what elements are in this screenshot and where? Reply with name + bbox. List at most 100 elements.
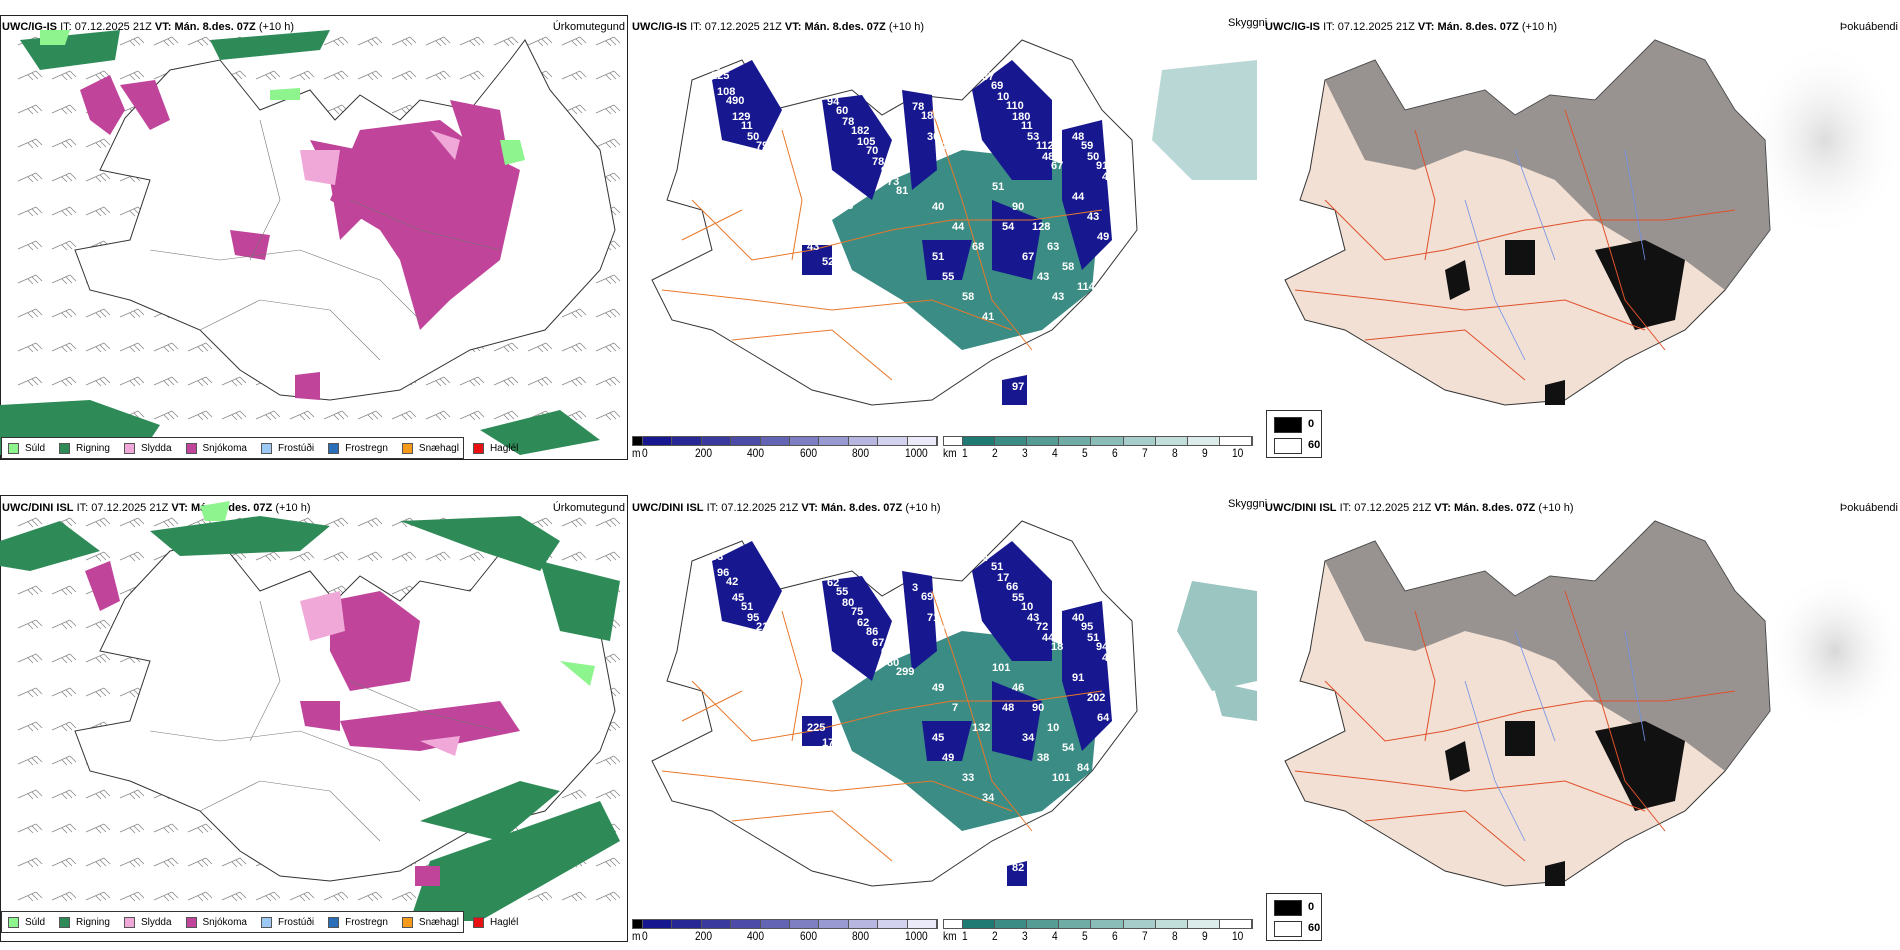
wind-barb-icon <box>255 70 281 81</box>
wind-barb-icon <box>289 70 315 81</box>
colorbar-cell <box>760 920 790 928</box>
legend-item: Snæhagl <box>401 442 459 454</box>
wind-barb-icon <box>153 36 179 47</box>
wind-barb-icon <box>561 891 587 902</box>
wind-barb-icon <box>85 206 111 217</box>
wind-barb-icon <box>561 410 587 421</box>
cloud-base-value: 225 <box>807 722 825 734</box>
panel-type-label: Skyggni <box>1228 498 1268 510</box>
wind-barb-icon <box>323 585 349 596</box>
colorbar-tick-label: 1 <box>962 929 968 943</box>
wind-barb-icon <box>493 36 519 47</box>
colorbar-tick-label: 10 <box>1232 446 1244 460</box>
cloud-base-value: 67 <box>1022 251 1034 263</box>
wind-barb-icon <box>85 138 111 149</box>
wind-barb-icon <box>595 755 621 766</box>
cloud-base-value: 78 <box>842 116 854 128</box>
wind-barb-icon <box>459 410 485 421</box>
cloud-base-value: 7 <box>952 702 958 714</box>
cloud-base-value: 43 <box>1087 211 1099 223</box>
wind-barb-icon <box>561 342 587 353</box>
wind-barb-icon <box>51 721 77 732</box>
colorbar-tick-label: 10 <box>1232 929 1244 943</box>
drizzle-area <box>40 30 525 165</box>
colorbar-cell <box>701 920 732 928</box>
wind-barb-icon <box>493 342 519 353</box>
wind-barb-icon <box>357 517 383 528</box>
cloud-base-value: 64 <box>762 151 775 163</box>
colorbar-tick-label: 4 <box>1052 446 1058 460</box>
wind-barb-icon <box>391 551 417 562</box>
cloud-base-value: 70 <box>866 145 878 157</box>
wind-barb-icon <box>391 891 417 902</box>
it-label: IT: <box>1339 502 1352 514</box>
roads <box>1294 590 1736 862</box>
wind-barb-icon <box>51 342 77 353</box>
fog-sea-area <box>1177 581 1257 721</box>
colorbar-tick-label: 1000 <box>904 929 928 943</box>
wind-barb-icon <box>17 376 43 387</box>
colorbar-tick-label: 1000 <box>904 446 928 460</box>
fog-legend-swatch-0 <box>1274 417 1302 433</box>
cloud-base-value: 101 <box>992 662 1010 674</box>
legend-item: Snæhagl <box>401 916 459 928</box>
cloud-base-value: 86 <box>866 626 878 638</box>
wind-barb-icon <box>289 891 315 902</box>
cloud-base-value: 63 <box>711 551 723 563</box>
roads <box>149 119 501 361</box>
colorbar-tick-label: 2 <box>992 929 998 943</box>
cloud-base-value: 48 <box>841 200 853 212</box>
cloud-base-value: 30 <box>927 131 939 143</box>
vt-value: Mán. 8.des. 07Z <box>804 21 886 33</box>
vt-label: VT: <box>801 502 818 514</box>
cloud-base-value: 55 <box>942 271 954 283</box>
precip-type-map-frame <box>0 495 628 942</box>
cloud-base-value: 54 <box>1002 221 1015 233</box>
colorbar-cell <box>1059 437 1092 445</box>
low-cloud-area <box>712 60 1112 405</box>
wind-barb-icon <box>17 517 43 528</box>
fog-dense-area <box>1445 721 1685 886</box>
colorbar-cell <box>944 437 963 445</box>
wind-barb-icon <box>493 376 519 387</box>
wind-barb-icon <box>17 172 43 183</box>
legend-label: Frostúði <box>277 916 315 928</box>
cloud-base-value: 43 <box>812 221 824 233</box>
cloud-base-value: 73 <box>887 176 899 188</box>
cloud-base-value: 49 <box>1097 231 1109 243</box>
cloud-base-value: 299 <box>896 666 914 678</box>
colorbar-cells <box>943 919 1253 929</box>
cloud-base-value: 43 <box>1027 612 1039 624</box>
legend-swatch <box>123 442 135 454</box>
cloud-base-value: 66 <box>881 646 893 658</box>
cloud-base-value: 71 <box>927 612 939 624</box>
legend-label: Frostregn <box>345 442 388 454</box>
roads <box>149 600 501 842</box>
colorbar-cell <box>701 437 732 445</box>
legend-swatch <box>185 442 197 454</box>
visibility-colorbar: km 1 2 3 4 5 6 7 8 9 10 <box>943 436 1253 460</box>
colorbar-cells <box>632 919 938 929</box>
wind-barb-icon <box>153 857 179 868</box>
sleet-area <box>300 130 460 185</box>
fog-legend-label-60: 60 <box>1308 922 1321 934</box>
legend-swatch <box>328 916 340 928</box>
roads <box>661 590 1103 862</box>
colorbar-tick-label: 3 <box>1022 929 1028 943</box>
cloud-base-value: 86 <box>762 632 774 644</box>
wind-barb-icon <box>323 891 349 902</box>
legend-label: Slydda <box>140 916 172 928</box>
wind-barb-icon <box>595 138 621 149</box>
cloud-base-value: 62 <box>936 140 948 152</box>
cloud-base-labels: 7096459586628062678037141755434440514746… <box>702 542 1129 874</box>
colorbar-cell <box>789 920 820 928</box>
cloud-base-value: 44 <box>1072 191 1085 203</box>
colorbar-cell <box>1091 437 1124 445</box>
fog-legend: 0 60 <box>1266 410 1322 458</box>
wind-barb-icon <box>527 891 553 902</box>
wind-barb-icon <box>119 823 145 834</box>
cloud-base-value: 37 <box>982 71 994 83</box>
wind-barb-icon <box>17 857 43 868</box>
wind-barb-icon <box>595 891 621 902</box>
cloud-base-value: 225 <box>711 70 729 82</box>
